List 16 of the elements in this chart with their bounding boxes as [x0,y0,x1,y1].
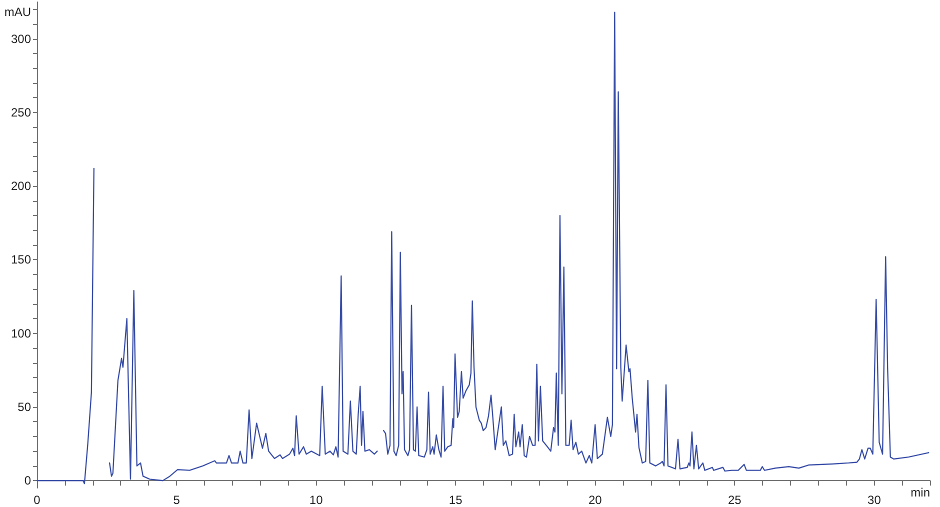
y-axis-title: mAU [4,5,31,19]
x-tick-label: 5 [173,493,180,507]
x-axis-title: min [910,486,930,500]
x-tick-label: 10 [309,493,324,507]
x-tick-label: 0 [34,493,41,507]
y-tick-label: 150 [10,252,32,267]
y-tick-label: 250 [10,105,32,120]
x-tick-label: 20 [588,493,602,507]
y-tick-label: 100 [10,326,32,340]
x-tick-label: 30 [868,493,882,507]
y-tick-label: 300 [10,32,32,46]
y-tick-label: 0 [24,474,32,488]
y-tick-label: 50 [18,400,32,414]
y-tick-label: 200 [10,179,32,194]
x-tick-label: 25 [728,493,742,507]
x-tick-label: 15 [448,493,463,507]
